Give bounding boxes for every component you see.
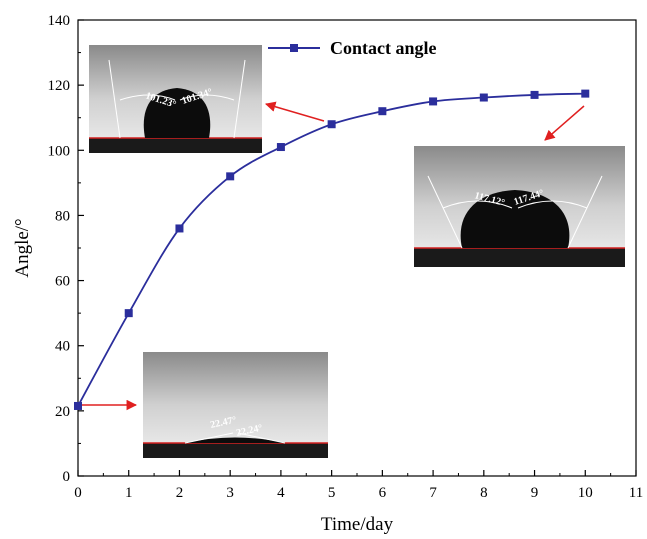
data-point <box>429 97 438 106</box>
x-axis-title: Time/day <box>321 514 394 535</box>
inset-day0-image: 22.47° 22.24° <box>143 352 328 458</box>
x-tick-label: 2 <box>176 485 184 501</box>
x-tick-label: 6 <box>379 485 387 501</box>
x-tick-label: 5 <box>328 485 336 501</box>
x-tick-label: 4 <box>277 485 285 501</box>
inset-day0-right-angle: 22.24° <box>235 423 263 439</box>
inset-day5-image: 101.23° 101.34° <box>89 45 262 153</box>
y-tick-label: 140 <box>48 13 71 29</box>
y-tick-label: 0 <box>63 469 71 485</box>
data-point <box>378 107 387 116</box>
legend: Contact angle <box>268 38 437 58</box>
x-axis: 0 1 2 3 4 5 6 7 8 9 10 11 <box>74 470 643 501</box>
data-point <box>74 401 82 410</box>
y-tick-label: 120 <box>48 78 71 94</box>
y-tick-label: 20 <box>55 404 70 420</box>
y-tick-label: 80 <box>55 208 70 224</box>
data-point <box>276 143 285 152</box>
inset-day0-left-angle: 22.47° <box>209 415 237 431</box>
y-tick-label: 100 <box>48 143 71 159</box>
x-tick-label: 7 <box>429 485 437 501</box>
data-point <box>175 224 184 233</box>
x-tick-label: 8 <box>480 485 488 501</box>
x-tick-label: 0 <box>74 485 82 501</box>
inset-day10-image: 117.12° 117.44° <box>414 146 625 267</box>
x-tick-label: 9 <box>531 485 539 501</box>
legend-marker-swatch <box>290 44 298 52</box>
data-point <box>581 89 590 98</box>
series-contact-angle <box>74 89 590 410</box>
arrow-to-inset-day5 <box>264 101 325 122</box>
x-tick-label: 3 <box>226 485 234 501</box>
y-axis-title: Angle/° <box>12 218 33 277</box>
y-axis: 0 20 40 60 80 100 120 140 <box>48 13 84 485</box>
data-point <box>226 172 235 181</box>
series-line <box>77 92 586 407</box>
data-point <box>530 90 539 99</box>
data-point <box>479 93 488 102</box>
x-tick-label: 1 <box>125 485 133 501</box>
y-tick-label: 40 <box>55 339 70 355</box>
arrow-to-inset-day10 <box>544 105 585 141</box>
data-point <box>327 120 336 129</box>
x-tick-label: 11 <box>629 485 643 501</box>
x-tick-label: 10 <box>578 485 593 501</box>
y-tick-label: 60 <box>55 274 70 290</box>
data-point <box>124 309 133 318</box>
legend-label: Contact angle <box>330 38 437 58</box>
